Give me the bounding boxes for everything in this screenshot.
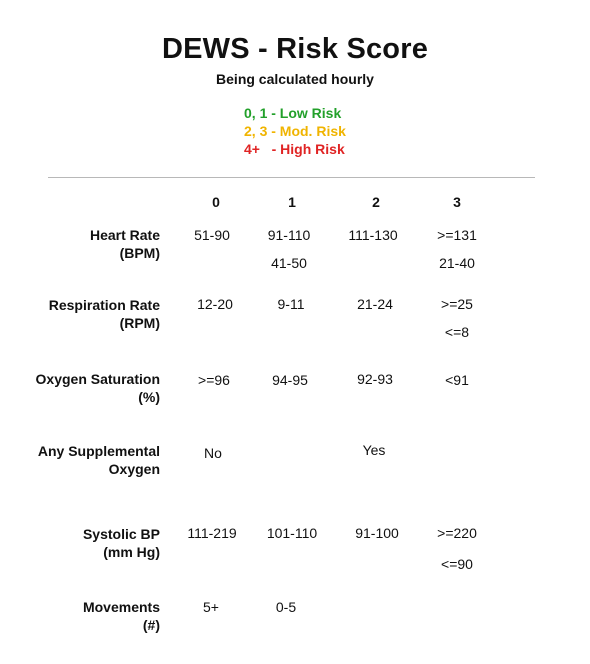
- column-header-1: 1: [288, 194, 296, 210]
- respiration-rate-score-3a: >=25: [441, 296, 473, 312]
- systolic-bp-score-1: 101-110: [266, 525, 318, 541]
- respiration-rate-score-0: 12-20: [197, 296, 233, 312]
- supplemental-oxygen-score-0: No: [204, 445, 222, 461]
- row-label-oxygen-saturation: Oxygen Saturation (%): [35, 371, 160, 405]
- divider: [48, 177, 535, 178]
- heart-rate-score-1a: 91-110: [267, 227, 311, 243]
- systolic-bp-score-3a: >=220: [437, 525, 477, 541]
- row-label-supplemental-oxygen: Any Supplemental Oxygen: [37, 443, 160, 477]
- supplemental-oxygen-score-2: Yes: [362, 442, 386, 458]
- row-label-heart-rate: Heart Rate (BPM): [89, 227, 160, 261]
- risk-legend: 0, 1 - Low Risk 2, 3 - Mod. Risk 4+ - Hi…: [244, 104, 346, 158]
- legend-low-risk: 0, 1 - Low Risk: [244, 105, 342, 121]
- heart-rate-score-3b: 21-40: [439, 255, 475, 271]
- row-label-respiration-rate: Respiration Rate (RPM): [48, 297, 160, 331]
- oxygen-saturation-score-0: >=96: [198, 372, 230, 388]
- movements-score-1: 0-5: [275, 599, 297, 615]
- column-header-3: 3: [453, 194, 461, 210]
- oxygen-saturation-score-3: <91: [445, 372, 469, 388]
- page-subtitle: Being calculated hourly: [216, 71, 374, 87]
- respiration-rate-score-1: 9-11: [277, 296, 305, 312]
- respiration-rate-score-2: 21-24: [357, 296, 393, 312]
- page-title: DEWS - Risk Score: [161, 33, 429, 65]
- legend-high-risk: 4+ - High Risk: [244, 141, 345, 157]
- row-label-systolic-bp: Systolic BP (mm Hg): [82, 526, 160, 560]
- row-label-movements: Movements (#): [82, 599, 160, 633]
- systolic-bp-score-2: 91-100: [355, 525, 399, 541]
- systolic-bp-score-3b: <=90: [441, 556, 473, 572]
- oxygen-saturation-score-2: 92-93: [357, 371, 393, 387]
- column-header-2: 2: [372, 194, 380, 210]
- movements-score-0: 5+: [203, 599, 219, 615]
- respiration-rate-score-3b: <=8: [444, 324, 470, 340]
- heart-rate-score-1b: 41-50: [271, 255, 307, 271]
- heart-rate-score-3a: >=131: [437, 227, 477, 243]
- heart-rate-score-2: 111-130: [348, 227, 398, 243]
- systolic-bp-score-0: 111-219: [187, 525, 237, 541]
- legend-mod-risk: 2, 3 - Mod. Risk: [244, 123, 346, 139]
- oxygen-saturation-score-1: 94-95: [272, 372, 308, 388]
- column-header-0: 0: [212, 194, 220, 210]
- heart-rate-score-0: 51-90: [194, 227, 230, 243]
